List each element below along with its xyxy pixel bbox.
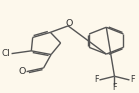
Text: F: F <box>131 75 135 84</box>
Text: O: O <box>19 67 26 76</box>
Text: Cl: Cl <box>2 49 10 58</box>
Text: F: F <box>112 83 117 92</box>
Text: F: F <box>94 75 98 84</box>
Text: O: O <box>65 19 73 28</box>
